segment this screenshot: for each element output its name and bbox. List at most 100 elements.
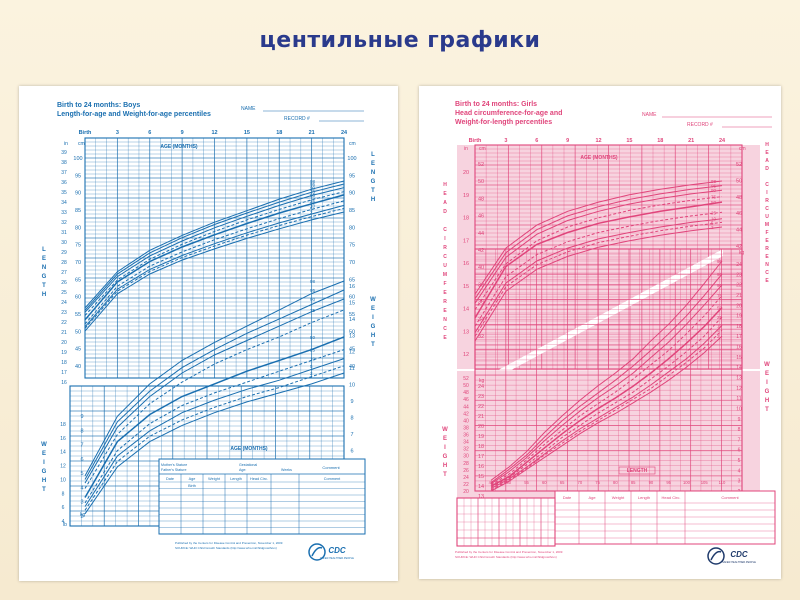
girls-left-axis-word-bottom-char: G: [443, 454, 448, 460]
boys-lb-unit: lb: [63, 522, 67, 528]
girls-in-ticks-tick: 19: [463, 193, 469, 199]
girls-left-axis-word-top-char: M: [443, 272, 447, 278]
girls-wfl-curves-label-p5: 5: [717, 328, 720, 333]
boys-source: SOURCE: WHO Child Growth Standards (http…: [175, 546, 277, 550]
boys-logo-ring: [308, 543, 326, 561]
boys-footer: Published by the Centers for Disease Con…: [175, 541, 283, 545]
boys-weight-curves-label-p10: 10: [310, 357, 316, 362]
girls-kg-ticks-tick: 13: [478, 494, 484, 500]
girls-in-unit: in: [464, 146, 468, 152]
boys-cm-ticks-right-tick: 95: [349, 173, 355, 179]
boys-growth-chart: Birth to 24 months: Boys Length-for-age a…: [19, 86, 398, 581]
girls-head-curves-label-p10: 10: [711, 217, 717, 222]
boys-left-axis-word-bottom-char: H: [42, 478, 46, 484]
girls-kg-ticks-right-tick: 23: [736, 272, 742, 278]
girls-kg-ticks-tick: 17: [478, 454, 484, 460]
girls-lb-ticks-tick: 28: [463, 461, 469, 467]
girls-kg-ticks-right-tick: 22: [736, 283, 742, 289]
girls-left-axis-word-top-char: D: [443, 209, 447, 215]
boys-kg-ticks-right-tick: 16: [349, 284, 355, 290]
girls-kg-ticks-right-tick: 3: [738, 479, 741, 485]
boys-cm-ticks-right-tick: 50: [349, 329, 355, 335]
girls-table-col-4: Head Circ.: [662, 495, 681, 500]
girls-left-axis-word-top-char: H: [443, 182, 447, 188]
boys-cdc-logo: CDC SAFER·HEALTHIER·PEOPLE: [308, 543, 354, 561]
boys-in-ticks-tick: 39: [61, 150, 67, 156]
girls-title: Birth to 24 months: Girls: [455, 101, 537, 108]
girls-cm-ticks-tick: 42: [478, 248, 484, 254]
girls-in-ticks-tick: 12: [463, 352, 469, 358]
girls-kg-ticks-tick: 23: [478, 394, 484, 400]
girls-right-axis-word-top-char: U: [765, 214, 769, 220]
boys-in-ticks-tick: 19: [61, 350, 67, 356]
girls-logo-mark: [710, 550, 722, 561]
girls-head-curves-label-p5: 5: [711, 220, 714, 225]
boys-in-ticks-tick: 16: [61, 380, 67, 386]
boys-name-label: NAME: [241, 106, 256, 112]
boys-in-ticks-tick: 32: [61, 220, 67, 226]
boys-weight-curves-label-p5: 5: [310, 364, 313, 369]
boys-cm-ticks-tick: 80: [75, 225, 81, 231]
girls-cm-ticks-tick: 50: [478, 179, 484, 185]
girls-right-axis-word-top-char: E: [765, 278, 769, 284]
girls-length-tick: 65: [560, 480, 565, 485]
boys-lb-ticks-tick: 16: [60, 436, 66, 442]
boys-cm-ticks-tick: 85: [75, 208, 81, 214]
boys-cm-ticks-right-tick: 60: [349, 295, 355, 301]
girls-kg-ticks-tick: 14: [478, 484, 484, 490]
boys-table-weeks: Weeks: [281, 468, 292, 472]
boys-in-ticks-tick: 27: [61, 270, 67, 276]
girls-wfl-curves-line-p5: [490, 329, 723, 491]
girls-left-axis-word-bottom-char: W: [442, 427, 448, 433]
girls-in-ticks-tick: 18: [463, 216, 469, 222]
boys-left-axis-word-bottom-char: T: [42, 487, 46, 493]
boys-length-curves-line-p75: [84, 191, 345, 316]
boys-kg-ticks-right-tick: 13: [349, 333, 355, 339]
girls-cm-ticks-right-tick: 50: [736, 178, 742, 184]
boys-table-birth: Birth: [188, 484, 196, 488]
boys-cm-ticks-tick: 65: [75, 277, 81, 283]
girls-wfl-curves-label-p75: 75: [717, 294, 723, 299]
boys-in-ticks-tick: 20: [61, 340, 67, 346]
boys-in-ticks: 39 38 37 36 35 34 33 32 31 30 29 28 27 26 25 24 23 22 21 20…: [61, 150, 67, 386]
girls-lb-ticks-tick: 32: [463, 447, 469, 453]
boys-weight-curves-label-p2: 2: [310, 371, 313, 376]
boys-kg-ticks-right-tick: 8: [350, 415, 353, 421]
boys-kg-ticks-right-tick: 9: [350, 399, 353, 405]
girls-right-axis-word-bottom-char: H: [765, 398, 769, 404]
girls-kg-ticks-right-tick: 10: [736, 406, 742, 412]
boys-x-tick: 18: [276, 130, 282, 136]
girls-left-axis-word-top-char: I: [444, 236, 446, 242]
boys-lb-ticks-tick: 14: [60, 450, 66, 456]
girls-length-label: LENGTH: [627, 468, 648, 474]
girls-left-axis-word-top-char: E: [443, 335, 447, 341]
boys-in-ticks-tick: 25: [61, 290, 67, 296]
girls-length-tick: 110: [719, 480, 726, 485]
boys-x-tick: 3: [116, 130, 119, 136]
girls-kg-ticks-right-tick: 17: [736, 334, 742, 340]
boys-lb-ticks-tick: 4: [62, 519, 65, 525]
girls-wfl-curves-label-p10: 10: [717, 323, 723, 328]
boys-weight-curves-label-p25: 25: [310, 348, 316, 353]
girls-bottom-left-grid: [456, 497, 556, 547]
boys-weight-curves-line-p10: [84, 358, 345, 507]
boys-right-axis-word-bottom-char: H: [371, 333, 375, 339]
boys-cm-ticks-tick: 75: [75, 243, 81, 249]
boys-in-ticks-tick: 29: [61, 250, 67, 256]
girls-cm-unit-right: cm: [739, 146, 746, 152]
boys-left-axis-word-char: H: [42, 292, 46, 298]
boys-kg-ticks-tick: 9: [80, 414, 83, 420]
girls-weight-grid: [474, 248, 743, 492]
girls-length-tick: 100: [683, 480, 691, 485]
boys-kg-ticks-tick: 2: [80, 514, 83, 520]
girls-right-axis-word-top-char: R: [765, 198, 769, 204]
girls-head-curves-label-p90: 90: [711, 188, 717, 193]
girls-left-axis-word-top-char: N: [443, 317, 447, 323]
girls-right-axis-word-top-char: A: [765, 158, 769, 164]
boys-weight-curves-label-p95: 95: [310, 288, 316, 293]
boys-cm-ticks-right-tick: 55: [349, 312, 355, 318]
boys-kg-ticks-right-tick: 6: [350, 448, 353, 454]
boys-kg-ticks-tick: 8: [80, 428, 83, 434]
girls-lb-ticks-tick: 44: [463, 404, 469, 410]
boys-in-ticks-tick: 21: [61, 330, 67, 336]
